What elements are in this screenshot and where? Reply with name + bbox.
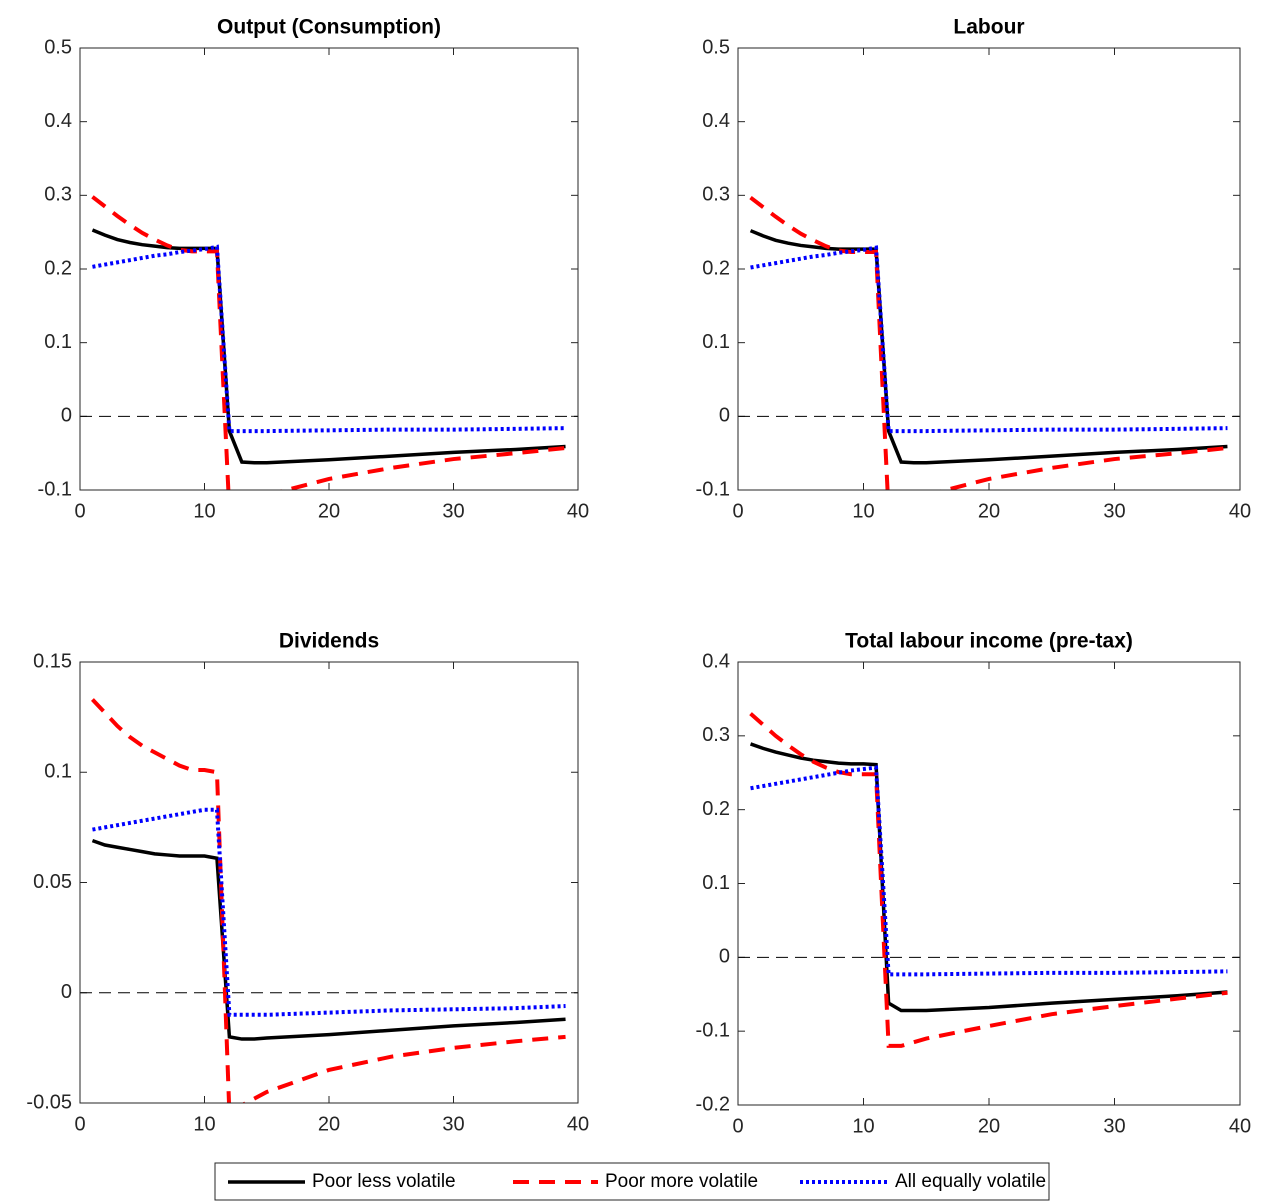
y-tick-label: -0.2 xyxy=(696,1093,730,1115)
series-line xyxy=(750,765,1228,977)
series-line xyxy=(90,698,566,1103)
series-line xyxy=(749,195,1228,490)
x-tick-label: 40 xyxy=(567,1113,589,1135)
y-tick-label: -0.1 xyxy=(38,478,72,500)
x-tick-label: 10 xyxy=(193,1113,215,1135)
y-tick-label: 0.1 xyxy=(702,872,730,894)
y-tick-label: 0.1 xyxy=(44,761,72,783)
y-tick-label: 0.1 xyxy=(702,331,730,353)
plot-area xyxy=(749,195,1228,490)
series-line xyxy=(91,838,566,1041)
y-tick-label: 0 xyxy=(719,405,730,427)
x-tick-label: 20 xyxy=(978,500,1000,522)
legend-box xyxy=(214,1162,1050,1201)
axes-box xyxy=(79,47,579,491)
y-tick-label: 0.4 xyxy=(702,110,730,132)
y-tick-label: 0.2 xyxy=(702,257,730,279)
x-tick-label: 0 xyxy=(732,1115,743,1137)
y-tick-label: 0 xyxy=(719,946,730,968)
x-tick-label: 20 xyxy=(978,1115,1000,1137)
series-line xyxy=(91,195,566,490)
x-tick-label: 30 xyxy=(1103,1115,1125,1137)
axes-box xyxy=(737,47,1241,491)
x-tick-label: 0 xyxy=(74,1113,85,1135)
x-tick-label: 0 xyxy=(732,500,743,522)
x-tick-label: 10 xyxy=(852,500,874,522)
x-tick-label: 40 xyxy=(567,500,589,522)
x-tick-label: 10 xyxy=(852,1115,874,1137)
chart-title: Total labour income (pre-tax) xyxy=(845,630,1133,653)
y-tick-label: -0.05 xyxy=(26,1091,72,1113)
series-line xyxy=(92,807,566,1017)
y-tick-label: 0.5 xyxy=(44,36,72,58)
y-tick-label: 0.2 xyxy=(44,257,72,279)
y-tick-label: -0.1 xyxy=(696,1019,730,1041)
y-tick-label: 0 xyxy=(61,405,72,427)
x-tick-label: 30 xyxy=(1103,500,1125,522)
axes-box xyxy=(737,661,1241,1106)
x-tick-label: 40 xyxy=(1229,1115,1251,1137)
y-tick-label: 0.5 xyxy=(702,36,730,58)
chart-title: Dividends xyxy=(279,630,379,653)
y-tick-label: 0.3 xyxy=(44,184,72,206)
y-tick-label: -0.1 xyxy=(696,478,730,500)
legend-label: All equally volatile xyxy=(895,1171,1046,1192)
x-tick-label: 20 xyxy=(318,1113,340,1135)
plot-area xyxy=(749,712,1228,1048)
y-tick-label: 0.3 xyxy=(702,184,730,206)
series-line xyxy=(92,244,566,434)
x-tick-label: 30 xyxy=(442,500,464,522)
x-tick-label: 20 xyxy=(318,500,340,522)
series-line xyxy=(749,742,1228,1013)
y-tick-label: 0.05 xyxy=(33,871,72,893)
legend-label: Poor less volatile xyxy=(312,1171,456,1192)
x-tick-label: 10 xyxy=(193,500,215,522)
series-line xyxy=(750,245,1228,434)
chart-title: Output (Consumption) xyxy=(217,16,441,39)
chart-title: Labour xyxy=(953,16,1024,39)
y-tick-label: 0.15 xyxy=(33,650,72,672)
y-tick-label: 0.1 xyxy=(44,331,72,353)
y-tick-label: 0.4 xyxy=(44,110,72,132)
plot-area xyxy=(90,698,566,1103)
y-tick-label: 0.2 xyxy=(702,798,730,820)
x-tick-label: 40 xyxy=(1229,500,1251,522)
series-line xyxy=(749,712,1228,1048)
axes-box xyxy=(79,661,579,1104)
y-tick-label: 0 xyxy=(61,981,72,1003)
plot-area xyxy=(91,195,566,490)
x-tick-label: 30 xyxy=(442,1113,464,1135)
legend-label: Poor more volatile xyxy=(605,1171,758,1192)
y-tick-label: 0.4 xyxy=(702,650,730,672)
series-line xyxy=(91,228,566,465)
y-tick-label: 0.3 xyxy=(702,724,730,746)
x-tick-label: 0 xyxy=(74,500,85,522)
